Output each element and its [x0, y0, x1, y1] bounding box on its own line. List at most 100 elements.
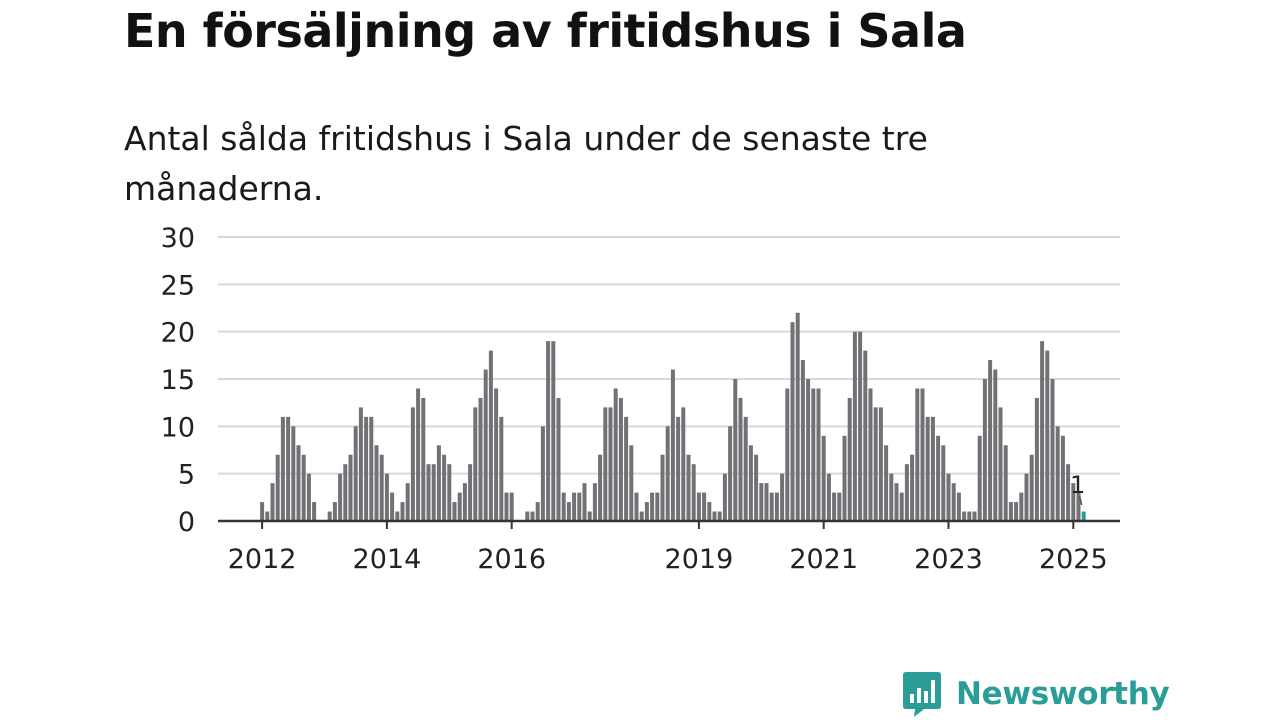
bar	[982, 379, 987, 521]
bar	[332, 502, 337, 521]
bar	[447, 464, 452, 521]
bar	[462, 483, 467, 521]
y-tick-label: 5	[178, 460, 195, 491]
bar	[1076, 492, 1081, 521]
bar	[800, 360, 805, 521]
brand-name: Newsworthy	[956, 676, 1170, 712]
x-tick-label: 2021	[789, 544, 858, 575]
bar	[353, 426, 358, 521]
bar	[873, 407, 878, 521]
bar	[993, 369, 998, 521]
bar	[956, 492, 961, 521]
bar	[774, 492, 779, 521]
chart-subtitle: Antal sålda fritidshus i Sala under de s…	[124, 119, 928, 208]
bar	[702, 492, 707, 521]
bar	[452, 502, 457, 521]
bar	[478, 397, 483, 521]
grid-lines	[218, 236, 1120, 475]
bar	[722, 473, 727, 521]
bar	[348, 454, 353, 521]
bar	[587, 511, 592, 521]
y-tick-label: 0	[178, 507, 195, 538]
bar	[582, 483, 587, 521]
bar	[795, 312, 800, 521]
bar	[936, 435, 941, 521]
bar	[525, 511, 530, 521]
bar	[306, 473, 311, 521]
last-value-leader	[1078, 495, 1083, 506]
y-tick-label: 15	[161, 365, 195, 396]
bar	[291, 426, 296, 521]
bar	[858, 331, 863, 521]
bar	[431, 464, 436, 521]
bar	[1055, 426, 1060, 521]
bar	[421, 397, 426, 521]
bar	[296, 445, 301, 521]
bar	[618, 397, 623, 521]
bar	[910, 454, 915, 521]
bar	[343, 464, 348, 521]
bar	[920, 388, 925, 521]
bar	[286, 416, 291, 521]
bar	[670, 369, 675, 521]
bar	[806, 379, 811, 521]
bar	[707, 502, 712, 521]
bar	[551, 341, 556, 521]
bar	[863, 350, 868, 521]
bar	[650, 492, 655, 521]
bar	[556, 397, 561, 521]
bar	[457, 492, 462, 521]
bar	[712, 511, 717, 521]
y-axis-labels: 0 5 10 15 20 25 30	[161, 223, 195, 538]
bar	[400, 502, 405, 521]
bar	[847, 397, 852, 521]
bar	[1008, 502, 1013, 521]
bar	[832, 492, 837, 521]
bar	[577, 492, 582, 521]
chart-title: En försäljning av fritidshus i Sala	[124, 4, 967, 58]
bar	[785, 388, 790, 521]
bar	[613, 388, 618, 521]
bar	[504, 492, 509, 521]
bar	[327, 511, 332, 521]
bar	[852, 331, 857, 521]
bar	[608, 407, 613, 521]
bar	[868, 388, 873, 521]
bar	[821, 435, 826, 521]
bar	[842, 435, 847, 521]
bar	[1024, 473, 1029, 521]
bar	[1050, 379, 1055, 521]
bar	[1034, 397, 1039, 521]
bar	[488, 350, 493, 521]
bar	[717, 511, 722, 521]
bar	[1066, 464, 1071, 521]
bar	[494, 388, 499, 521]
bar	[681, 407, 686, 521]
bar	[941, 445, 946, 521]
bar	[629, 445, 634, 521]
bar	[639, 511, 644, 521]
bar	[878, 407, 883, 521]
bar	[260, 502, 265, 521]
bar	[338, 473, 343, 521]
bar	[977, 435, 982, 521]
bar	[374, 445, 379, 521]
bar	[728, 426, 733, 521]
bar	[738, 397, 743, 521]
bar	[598, 454, 603, 521]
bar	[566, 502, 571, 521]
bar	[733, 379, 738, 521]
bar-chart-speech-bubble-icon	[903, 672, 941, 717]
bar	[1071, 483, 1076, 521]
bar	[972, 511, 977, 521]
x-tick-label: 2025	[1039, 544, 1108, 575]
bar	[655, 492, 660, 521]
x-tick-label: 2019	[665, 544, 734, 575]
bar	[436, 445, 441, 521]
y-tick-label: 25	[161, 270, 195, 301]
bar	[301, 454, 306, 521]
bar	[1003, 445, 1008, 521]
bar	[1029, 454, 1034, 521]
bar	[426, 464, 431, 521]
